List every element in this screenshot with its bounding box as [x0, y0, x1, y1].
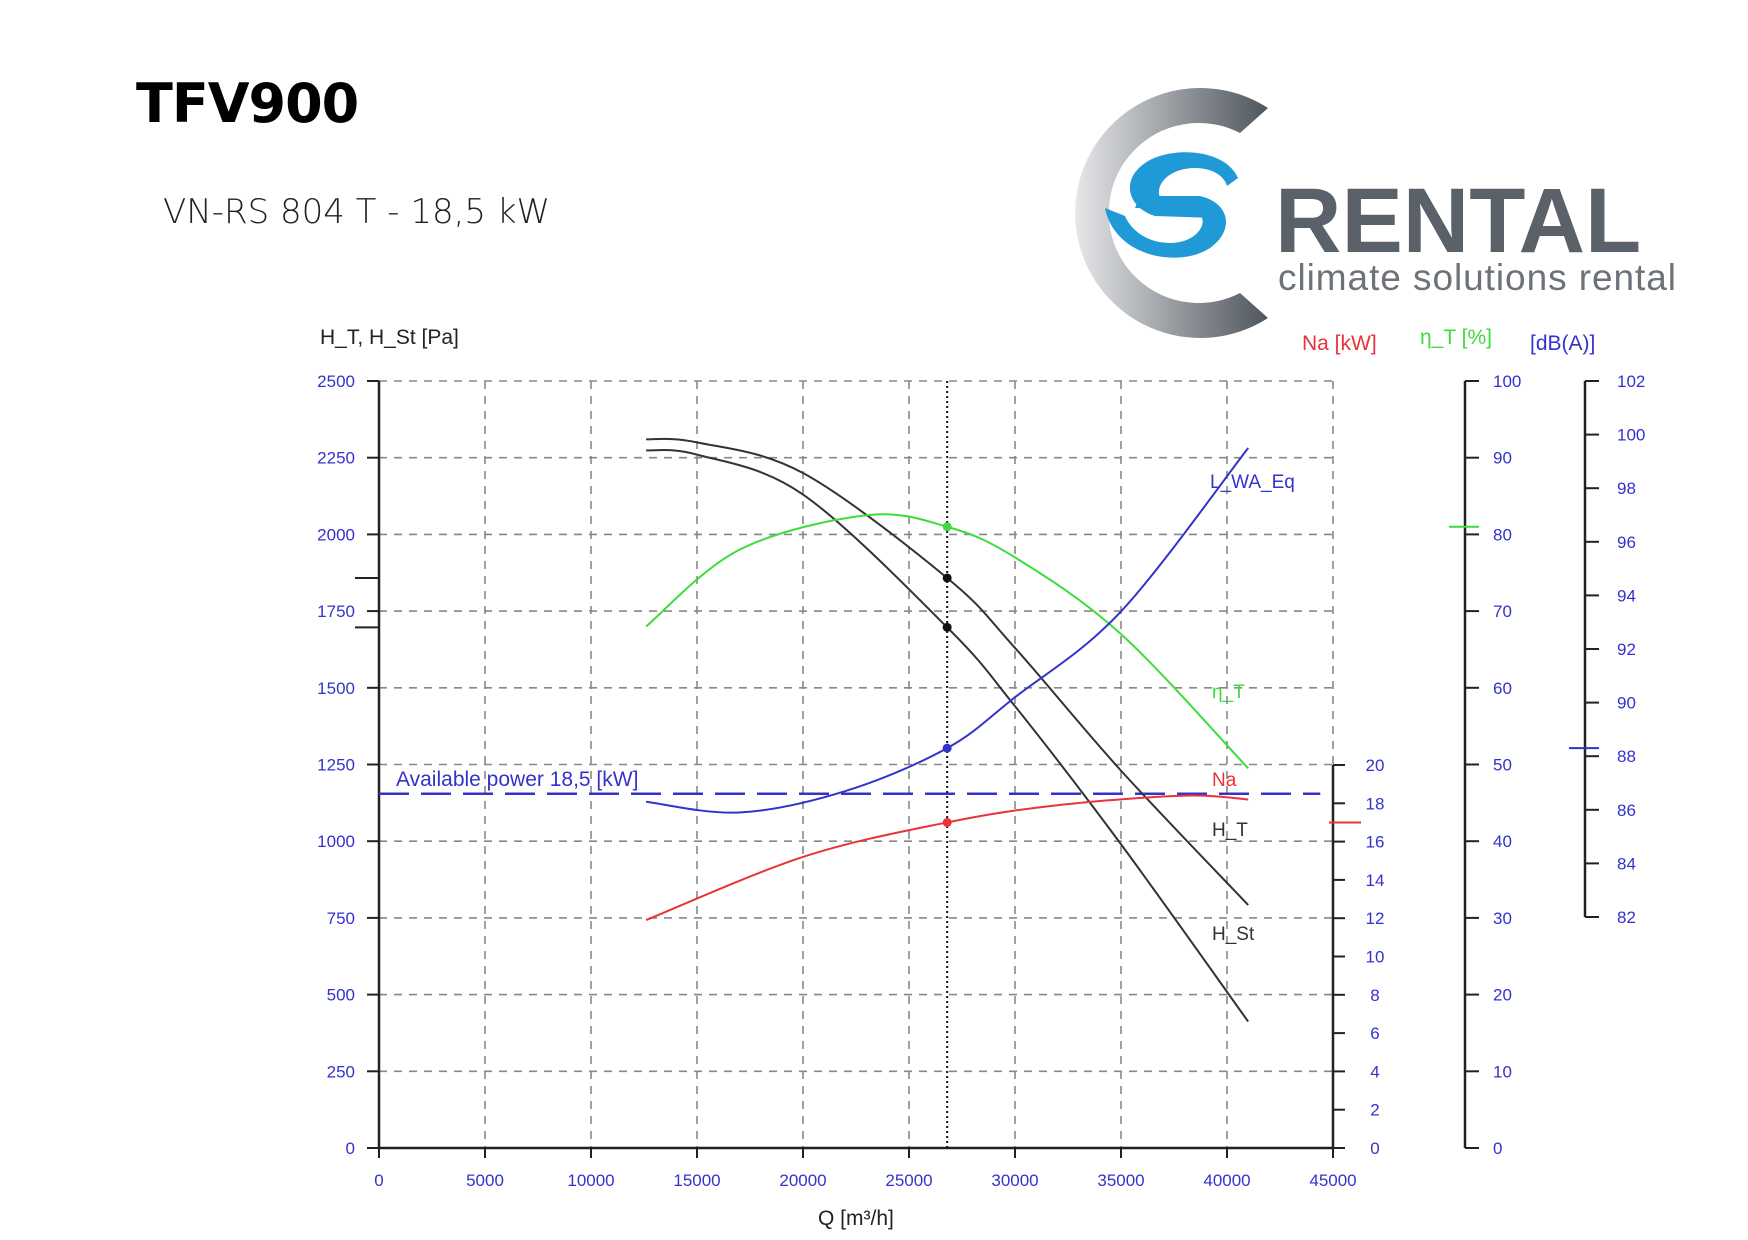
eta-tick-label: 80: [1493, 525, 1512, 544]
y-tick-label: 1750: [317, 602, 355, 621]
x-tick-label: 15000: [673, 1171, 720, 1190]
x-tick-label: 5000: [466, 1171, 504, 1190]
operating-point-marker: [942, 817, 952, 827]
na-tick-label: 18: [1366, 794, 1385, 813]
db-tick-label: 84: [1617, 854, 1636, 873]
x-tick-label: 35000: [1097, 1171, 1144, 1190]
y-tick-label: 250: [327, 1062, 355, 1081]
eta-tick-label: 30: [1493, 909, 1512, 928]
series-label-hst: H_St: [1212, 924, 1255, 945]
logo-tagline-text: climate solutions rental: [1278, 257, 1676, 298]
na-tick-label: 14: [1366, 871, 1385, 890]
page-title: TFV900: [136, 72, 359, 135]
na-tick-label: 0: [1370, 1139, 1379, 1158]
eta-tick-label: 0: [1493, 1139, 1502, 1158]
eta-tick-label: 100: [1493, 372, 1521, 391]
available-power-label: Available power 18,5 [kW]: [396, 768, 638, 791]
model-subtitle: VN-RS 804 T - 18,5 kW: [163, 192, 551, 232]
db-tick-label: 82: [1617, 908, 1636, 927]
y-tick-label: 1250: [317, 756, 355, 775]
na-tick-label: 6: [1370, 1024, 1379, 1043]
series-label-ht: H_T: [1212, 820, 1248, 841]
x-tick-label: 40000: [1203, 1171, 1250, 1190]
series-line-ht: [646, 437, 1249, 906]
na-tick-label: 16: [1366, 833, 1385, 852]
y-tick-label: 1000: [317, 832, 355, 851]
na-tick-label: 2: [1370, 1101, 1379, 1120]
db-tick-label: 88: [1617, 747, 1636, 766]
eta-tick-label: 10: [1493, 1062, 1512, 1081]
eta-tick-label: 70: [1493, 602, 1512, 621]
y-tick-label: 1500: [317, 679, 355, 698]
na-tick-label: 8: [1370, 986, 1379, 1005]
series-label-lwa: L_WA_Eq: [1210, 472, 1295, 493]
grid: [379, 380, 1334, 1148]
x-tick-label: 20000: [779, 1171, 826, 1190]
logo-s-icon: [1105, 152, 1238, 258]
series-line-na: [645, 794, 1249, 922]
marks: [355, 381, 1599, 1148]
eta-tick-label: 60: [1493, 679, 1512, 698]
db-tick-label: 94: [1617, 586, 1636, 605]
y-tick-label: 500: [327, 986, 355, 1005]
x-tick-label: 30000: [991, 1171, 1038, 1190]
y-tick-label: 2000: [317, 525, 355, 544]
operating-point-marker: [942, 573, 952, 583]
rental-logo: RENTAL climate solutions rental: [1075, 87, 1676, 338]
x-tick-label: 0: [374, 1171, 383, 1190]
db-tick-label: 90: [1617, 694, 1636, 713]
na-tick-label: 4: [1370, 1062, 1379, 1081]
db-tick-label: 98: [1617, 479, 1636, 498]
y-tick-label: 0: [346, 1139, 355, 1158]
x-tick-label: 45000: [1309, 1171, 1356, 1190]
y-axis-label: H_T, H_St [Pa]: [320, 326, 459, 349]
db-tick-label: 86: [1617, 801, 1636, 820]
y-tick-label: 2500: [317, 372, 355, 391]
logo-ring-icon: [1075, 87, 1268, 338]
operating-point-marker: [942, 522, 952, 532]
na-tick-label: 10: [1366, 948, 1385, 967]
logo-brand-text: RENTAL: [1275, 170, 1641, 272]
series-label-eta: η_T: [1212, 682, 1245, 703]
eta-tick-label: 20: [1493, 986, 1512, 1005]
eta-tick-label: 40: [1493, 832, 1512, 851]
operating-point-marker: [942, 622, 952, 632]
series-layer: [379, 437, 1321, 1023]
y-tick-label: 2250: [317, 449, 355, 468]
x-tick-label: 10000: [567, 1171, 614, 1190]
db-tick-label: 102: [1617, 372, 1645, 391]
series-line-hst: [646, 448, 1250, 1023]
db-tick-label: 96: [1617, 533, 1636, 552]
db-tick-label: 92: [1617, 640, 1636, 659]
x-tick-label: 25000: [885, 1171, 932, 1190]
series-line-t: [645, 513, 1249, 770]
x-axis-label: Q [m³/h]: [818, 1207, 894, 1230]
na-tick-label: 20: [1366, 756, 1385, 775]
series-label-na: Na: [1212, 770, 1237, 791]
operating-point-marker: [942, 743, 952, 753]
series-line-lwaeq: [646, 447, 1249, 814]
db-tick-label: 100: [1617, 426, 1645, 445]
na-tick-label: 12: [1366, 909, 1385, 928]
eta-tick-label: 50: [1493, 756, 1512, 775]
eta-tick-label: 90: [1493, 449, 1512, 468]
y-tick-label: 750: [327, 909, 355, 928]
